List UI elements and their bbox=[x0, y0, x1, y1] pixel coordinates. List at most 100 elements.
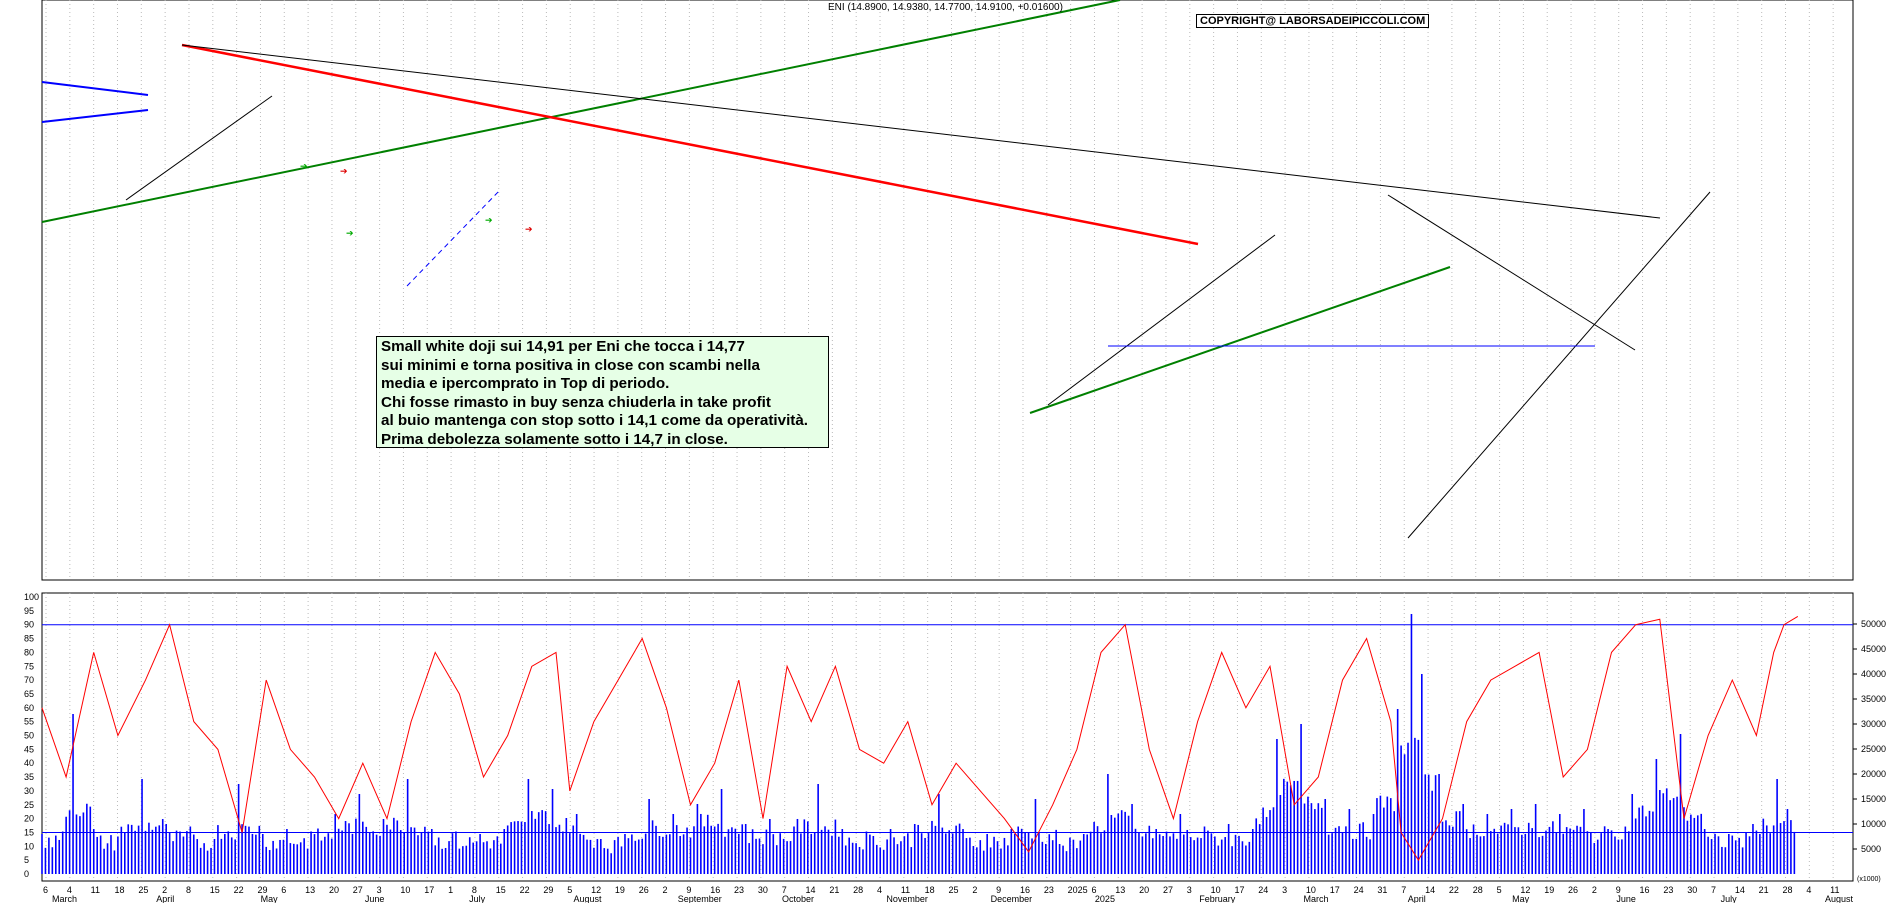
x-day-tick-label: 25 bbox=[949, 885, 959, 895]
x-day-tick-label: 24 bbox=[1354, 885, 1364, 895]
annotation-line: Chi fosse rimasto in buy senza chiuderla… bbox=[381, 393, 771, 411]
x-day-tick-label: 12 bbox=[591, 885, 601, 895]
blue-channel-line bbox=[41, 81, 149, 96]
black-support-line bbox=[125, 95, 273, 201]
black-support-line bbox=[1407, 191, 1711, 539]
x-day-tick-label: 13 bbox=[305, 885, 315, 895]
volume-scale-note: (x1000) bbox=[1857, 876, 1881, 883]
signal-arrow-icon: ➔ bbox=[340, 166, 348, 176]
x-day-tick-label: 23 bbox=[1044, 885, 1054, 895]
oscillator-tick-label: 5 bbox=[24, 855, 29, 865]
x-day-tick-label: 27 bbox=[353, 885, 363, 895]
x-day-tick-label: 3 bbox=[1187, 885, 1192, 895]
x-day-tick-label: 16 bbox=[1640, 885, 1650, 895]
x-day-tick-label: 28 bbox=[1783, 885, 1793, 895]
x-day-tick-label: 4 bbox=[1806, 885, 1811, 895]
oscillator-tick-label: 55 bbox=[24, 717, 34, 727]
price-panel-frame bbox=[41, 0, 1854, 581]
x-day-tick-label: 14 bbox=[806, 885, 816, 895]
x-day-tick-label: 29 bbox=[543, 885, 553, 895]
oscillator-tick-label: 30 bbox=[24, 786, 34, 796]
oscillator-tick-label: 50 bbox=[24, 731, 34, 741]
annotation-line: al buio mantenga con stop sotto i 14,1 c… bbox=[381, 412, 809, 430]
x-month-label: December bbox=[991, 894, 1033, 903]
x-day-tick-label: 9 bbox=[996, 885, 1001, 895]
x-day-tick-label: 17 bbox=[1234, 885, 1244, 895]
indicator-panel-frame bbox=[41, 592, 1854, 882]
x-day-tick-label: 22 bbox=[1449, 885, 1459, 895]
x-day-tick-label: 28 bbox=[853, 885, 863, 895]
x-month-label: July bbox=[469, 894, 486, 903]
x-day-tick-label: 2025 bbox=[1068, 885, 1088, 895]
oscillator-tick-label: 20 bbox=[24, 814, 34, 824]
x-day-tick-label: 26 bbox=[639, 885, 649, 895]
x-month-label: June bbox=[365, 894, 385, 903]
volume-tick-label: 45000 bbox=[1861, 644, 1886, 654]
x-day-tick-label: 11 bbox=[901, 885, 910, 895]
annotation-line: sui minimi e torna positiva in close con… bbox=[381, 356, 760, 374]
x-month-label: August bbox=[1825, 894, 1854, 903]
x-day-tick-label: 24 bbox=[1258, 885, 1268, 895]
x-day-tick-label: 16 bbox=[1020, 885, 1030, 895]
x-day-tick-label: 6 bbox=[1091, 885, 1096, 895]
x-day-tick-label: 29 bbox=[257, 885, 267, 895]
x-day-tick-label: 17 bbox=[1330, 885, 1340, 895]
oscillator-tick-label: 35 bbox=[24, 772, 34, 782]
black-resistance-line bbox=[1387, 194, 1636, 351]
x-day-tick-label: 13 bbox=[1115, 885, 1125, 895]
volume-tick-label: 20000 bbox=[1861, 769, 1886, 779]
signal-arrow-icon: ➔ bbox=[485, 215, 493, 225]
x-month-label: March bbox=[1304, 894, 1329, 903]
price-readout: ENI (14.8900, 14.9380, 14.7700, 14.9100,… bbox=[828, 2, 1063, 13]
oscillator-tick-label: 45 bbox=[24, 744, 34, 754]
x-month-label: May bbox=[261, 894, 279, 903]
oscillator-tick-label: 95 bbox=[24, 606, 34, 616]
x-month-label: September bbox=[678, 894, 722, 903]
x-day-tick-label: 8 bbox=[472, 885, 477, 895]
x-day-tick-label: 18 bbox=[925, 885, 935, 895]
x-day-tick-label: 16 bbox=[710, 885, 720, 895]
x-day-tick-label: 2 bbox=[1592, 885, 1597, 895]
x-day-tick-label: 14 bbox=[1425, 885, 1435, 895]
black-downtrend-line bbox=[181, 44, 1661, 219]
x-day-tick-label: 18 bbox=[114, 885, 124, 895]
x-day-tick-label: 9 bbox=[686, 885, 691, 895]
x-day-tick-label: 11 bbox=[1830, 885, 1839, 895]
volume-tick-label: 35000 bbox=[1861, 694, 1886, 704]
x-day-tick-label: 2 bbox=[663, 885, 668, 895]
x-day-tick-label: 9 bbox=[1616, 885, 1621, 895]
x-day-tick-label: 14 bbox=[1735, 885, 1745, 895]
oscillator-tick-label: 25 bbox=[24, 800, 34, 810]
x-day-tick-label: 23 bbox=[1663, 885, 1673, 895]
x-day-tick-label: 5 bbox=[1497, 885, 1502, 895]
x-day-tick-label: 21 bbox=[1759, 885, 1769, 895]
x-day-tick-label: 7 bbox=[1711, 885, 1716, 895]
volume-tick-label: 15000 bbox=[1861, 794, 1886, 804]
x-day-tick-label: 3 bbox=[1282, 885, 1287, 895]
x-month-label: March bbox=[52, 894, 77, 903]
x-day-tick-label: 2 bbox=[162, 885, 167, 895]
x-day-tick-label: 5 bbox=[567, 885, 572, 895]
x-month-label: February bbox=[1199, 894, 1236, 903]
x-month-label: May bbox=[1512, 894, 1530, 903]
oscillator-tick-label: 70 bbox=[24, 675, 34, 685]
x-month-label: August bbox=[573, 894, 602, 903]
oscillator-line bbox=[41, 615, 1799, 862]
x-day-tick-label: 28 bbox=[1473, 885, 1483, 895]
x-month-label: October bbox=[782, 894, 814, 903]
volume-tick-label: 10000 bbox=[1861, 819, 1886, 829]
green-uptrend-line bbox=[1029, 266, 1451, 414]
x-day-tick-label: 7 bbox=[1401, 885, 1406, 895]
volume-tick-label: 40000 bbox=[1861, 669, 1886, 679]
volume-bars-group bbox=[41, 614, 1796, 874]
oscillator-tick-label: 80 bbox=[24, 647, 34, 657]
x-day-tick-label: 6 bbox=[43, 885, 48, 895]
black-support-line bbox=[1047, 234, 1276, 406]
x-day-tick-label: 4 bbox=[877, 885, 882, 895]
x-day-tick-label: 1 bbox=[448, 885, 453, 895]
x-month-label: November bbox=[886, 894, 928, 903]
oscillator-tick-label: 90 bbox=[24, 620, 34, 630]
oscillator-tick-label: 65 bbox=[24, 689, 34, 699]
x-month-label: July bbox=[1721, 894, 1738, 903]
